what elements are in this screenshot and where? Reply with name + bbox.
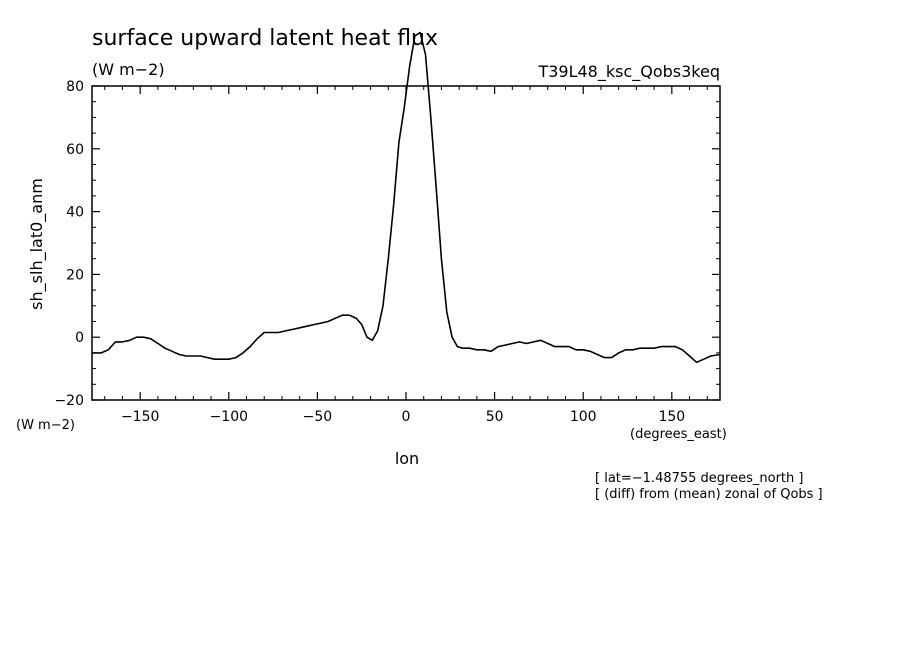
axis-ticks [92, 85, 720, 401]
note-latitude: [ lat=−1.48755 degrees_north ] [595, 471, 803, 486]
y-axis-label: sh_slh_lat0_anm [27, 178, 47, 310]
note-difference: [ (diff) from (mean) zonal of Qobs ] [595, 487, 823, 502]
x-tick-label: 50 [486, 409, 504, 425]
run-label: T39L48_ksc_Qobs3keq [537, 62, 720, 82]
y-tick-label: 40 [66, 205, 84, 221]
y-tick-label: 20 [66, 267, 84, 283]
y-tick-label: 80 [66, 79, 84, 95]
y-tick-label: 0 [75, 330, 84, 346]
x-tick-label: 0 [402, 409, 411, 425]
axis-tick-labels: −150 −100 −50 0 50 100 150 −20 0 20 40 60 80 [54, 79, 685, 425]
y-tick-label: 60 [66, 142, 84, 158]
x-tick-label: −100 [210, 409, 248, 425]
chart-title: surface upward latent heat flux [92, 26, 438, 51]
x-tick-label: 150 [658, 409, 685, 425]
x-tick-label: −50 [303, 409, 333, 425]
x-tick-label: 100 [570, 409, 597, 425]
series-line [92, 31, 721, 364]
x-tick-label: −150 [121, 409, 159, 425]
y-axis-units: (W m−2) [16, 418, 75, 433]
plot-frame [91, 85, 721, 401]
x-axis-label: lon [395, 449, 419, 468]
y-tick-label: −20 [54, 393, 84, 409]
title-units: (W m−2) [92, 60, 165, 79]
x-axis-units: (degrees_east) [630, 427, 727, 442]
